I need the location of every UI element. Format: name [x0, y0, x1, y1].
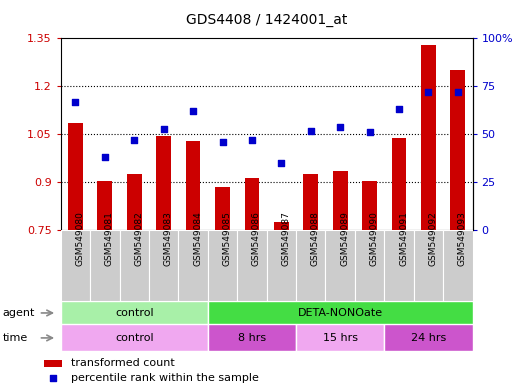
Bar — [304, 174, 318, 230]
Text: GDS4408 / 1424001_at: GDS4408 / 1424001_at — [186, 13, 347, 27]
Bar — [127, 174, 142, 230]
Text: GSM549093: GSM549093 — [458, 212, 467, 266]
Point — [454, 89, 462, 95]
Bar — [244, 177, 259, 230]
Text: GSM549084: GSM549084 — [193, 212, 202, 266]
Bar — [149, 230, 178, 301]
Bar — [44, 359, 62, 367]
Point — [248, 137, 256, 143]
Text: 24 hrs: 24 hrs — [411, 333, 446, 343]
Point — [336, 124, 344, 130]
Bar — [355, 230, 384, 301]
Bar — [237, 230, 267, 301]
Bar — [392, 137, 407, 230]
Point — [277, 160, 286, 166]
Bar — [296, 230, 325, 301]
Point — [307, 127, 315, 134]
Text: GSM549089: GSM549089 — [340, 212, 349, 266]
Text: GSM549086: GSM549086 — [252, 212, 261, 266]
Bar — [208, 324, 296, 351]
Point — [49, 375, 57, 381]
Point — [101, 154, 109, 161]
Bar — [333, 171, 347, 230]
Text: DETA-NONOate: DETA-NONOate — [298, 308, 383, 318]
Bar — [296, 324, 384, 351]
Bar — [61, 324, 208, 351]
Bar — [61, 230, 90, 301]
Bar — [208, 301, 473, 324]
Bar — [61, 301, 208, 324]
Text: GSM549092: GSM549092 — [428, 212, 437, 266]
Point — [159, 126, 168, 132]
Text: GSM549080: GSM549080 — [76, 212, 84, 266]
Text: transformed count: transformed count — [71, 358, 175, 368]
Text: 15 hrs: 15 hrs — [323, 333, 357, 343]
Bar — [90, 230, 119, 301]
Bar — [325, 230, 355, 301]
Bar — [68, 123, 83, 230]
Text: 8 hrs: 8 hrs — [238, 333, 266, 343]
Point — [71, 99, 80, 105]
Text: control: control — [115, 333, 154, 343]
Text: GSM549091: GSM549091 — [399, 212, 408, 266]
Bar — [208, 230, 237, 301]
Point — [395, 106, 403, 113]
Text: GSM549082: GSM549082 — [134, 212, 143, 266]
Bar — [267, 230, 296, 301]
Bar — [119, 230, 149, 301]
Bar — [450, 70, 465, 230]
Text: percentile rank within the sample: percentile rank within the sample — [71, 373, 259, 383]
Bar — [156, 136, 171, 230]
Point — [365, 129, 374, 136]
Point — [189, 108, 197, 114]
Text: GSM549081: GSM549081 — [105, 212, 114, 266]
Text: GSM549090: GSM549090 — [370, 212, 379, 266]
Bar — [362, 181, 377, 230]
Text: GSM549087: GSM549087 — [281, 212, 290, 266]
Point — [130, 137, 138, 143]
Text: agent: agent — [3, 308, 35, 318]
Bar — [384, 324, 473, 351]
Bar — [443, 230, 473, 301]
Point — [218, 139, 227, 145]
Point — [424, 89, 432, 95]
Text: GSM549085: GSM549085 — [222, 212, 231, 266]
Bar — [186, 141, 201, 230]
Bar — [421, 45, 436, 230]
Bar — [215, 187, 230, 230]
Bar — [178, 230, 208, 301]
Text: GSM549088: GSM549088 — [311, 212, 320, 266]
Text: GSM549083: GSM549083 — [164, 212, 173, 266]
Text: time: time — [3, 333, 28, 343]
Bar — [98, 181, 112, 230]
Bar — [274, 222, 289, 230]
Bar — [414, 230, 443, 301]
Bar — [384, 230, 414, 301]
Text: control: control — [115, 308, 154, 318]
